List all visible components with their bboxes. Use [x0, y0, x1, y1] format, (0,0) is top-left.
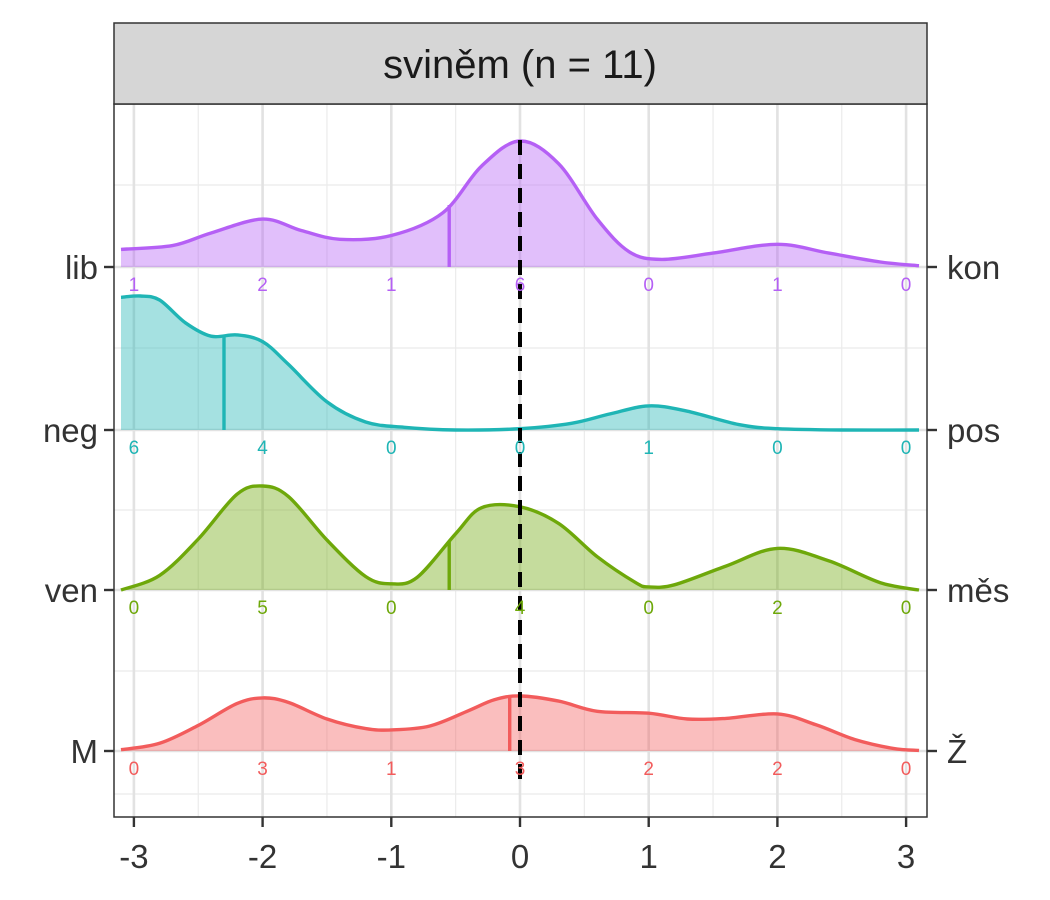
count-label: 1 [386, 275, 397, 296]
x-tick-label: -2 [248, 838, 277, 875]
count-label: 0 [129, 759, 140, 780]
count-label: 1 [386, 759, 397, 780]
y-label-right: pos [947, 412, 1000, 449]
count-label: 0 [515, 438, 526, 459]
count-label: 0 [386, 438, 397, 459]
count-label: 1 [643, 438, 654, 459]
count-label: 0 [643, 598, 654, 619]
y-label-right: kon [947, 249, 1000, 286]
x-tick-label: 0 [511, 838, 529, 875]
count-label: 4 [515, 598, 526, 619]
x-tick-label: 1 [640, 838, 658, 875]
count-label: 6 [515, 275, 526, 296]
y-label-left: neg [43, 412, 98, 449]
count-label: 2 [643, 759, 654, 780]
count-label: 0 [901, 759, 912, 780]
count-label: 0 [901, 275, 912, 296]
count-label: 6 [129, 438, 140, 459]
density-line-M [120, 694, 920, 753]
count-label: 1 [772, 275, 783, 296]
count-label: 5 [257, 598, 268, 619]
count-label: 2 [257, 275, 268, 296]
y-label-left: ven [45, 572, 98, 609]
facet-strip [113, 22, 928, 105]
count-label: 3 [257, 759, 268, 780]
y-label-right: Ž [947, 733, 967, 770]
count-label: 4 [257, 438, 268, 459]
y-label-left: M [71, 733, 99, 770]
count-label: 0 [901, 598, 912, 619]
count-label: 0 [643, 275, 654, 296]
facet-title: sviněm (n = 11) [383, 43, 657, 87]
count-label: 0 [386, 598, 397, 619]
density-line-neg [120, 294, 920, 432]
count-label: 2 [772, 759, 783, 780]
count-label: 2 [772, 598, 783, 619]
x-tick-label: 2 [768, 838, 786, 875]
count-label: 0 [901, 438, 912, 459]
x-tick-label: 3 [897, 838, 915, 875]
count-label: 0 [129, 598, 140, 619]
count-label: 3 [515, 759, 526, 780]
density-area-lib [121, 140, 919, 267]
x-tick-label: -3 [119, 838, 148, 875]
density-area-neg [121, 295, 919, 431]
count-label: 1 [129, 275, 140, 296]
density-line-ven [120, 484, 920, 592]
y-label-left: lib [65, 249, 98, 286]
y-label-right: měs [947, 572, 1009, 609]
count-label: 0 [772, 438, 783, 459]
x-tick-label: -1 [377, 838, 406, 875]
